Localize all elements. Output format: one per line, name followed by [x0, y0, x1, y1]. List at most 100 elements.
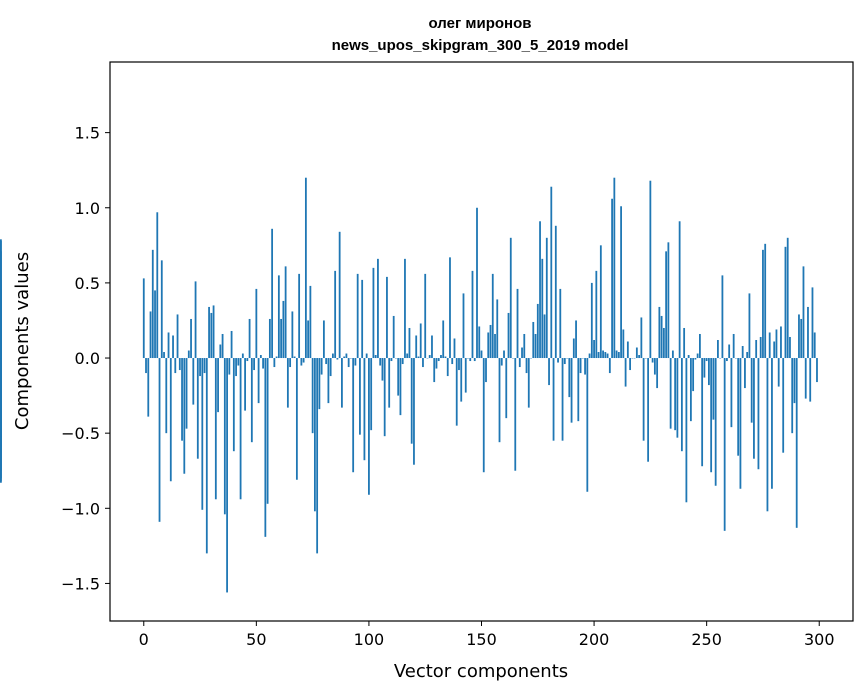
bar-116	[404, 258, 406, 359]
bar-248	[701, 358, 704, 467]
bar-139	[455, 358, 458, 426]
bar-294	[804, 358, 807, 399]
bar-33	[217, 358, 219, 413]
bar-24	[196, 358, 199, 459]
bar-146	[471, 270, 474, 359]
bar-289	[793, 358, 796, 404]
bar-247	[699, 333, 701, 359]
x-tick-label: 300	[804, 630, 835, 649]
bar-292	[800, 318, 803, 359]
bar-273	[757, 358, 760, 470]
bar-17	[181, 358, 183, 441]
bar-192	[575, 320, 577, 359]
bar-154	[489, 324, 492, 359]
bar-165	[514, 358, 517, 471]
bar-27	[203, 358, 206, 374]
bar-23	[194, 281, 197, 359]
bar-190	[570, 358, 573, 423]
bar-257	[721, 275, 724, 359]
bar-82	[327, 358, 330, 404]
bar-135	[446, 358, 449, 377]
plot-frame	[109, 61, 854, 622]
bar-251	[708, 358, 710, 386]
bar-73	[307, 320, 310, 359]
bar-76	[313, 358, 316, 512]
bar-184	[557, 358, 559, 363]
bar-298	[813, 332, 816, 359]
bar-96	[359, 358, 361, 435]
bar-3	[149, 311, 152, 359]
bar-75	[311, 358, 314, 434]
bar-106	[381, 358, 384, 381]
x-tick-label: 50	[246, 630, 266, 649]
bar-88	[341, 358, 343, 408]
bar-220	[638, 355, 641, 359]
bar-213	[622, 329, 625, 359]
bar-103	[374, 355, 377, 359]
bar-277	[766, 358, 769, 512]
bar-254	[714, 358, 717, 486]
bar-91	[347, 358, 350, 368]
bar-undefined	[0, 251, 2, 359]
bar-291	[798, 314, 800, 359]
y-axis-label: Components values	[12, 252, 33, 430]
bar-173	[532, 321, 535, 359]
bar-178	[543, 314, 546, 359]
bar-234	[669, 358, 672, 429]
bar-18	[183, 358, 186, 474]
bar-221	[640, 317, 643, 359]
bar-252	[710, 358, 713, 473]
bar-5	[154, 290, 156, 359]
bar-200	[593, 340, 595, 359]
bar-49	[253, 358, 255, 371]
bar-20	[187, 350, 190, 359]
bar-153	[487, 332, 490, 359]
bar-262	[732, 333, 735, 359]
bar-274	[759, 336, 762, 359]
bar-245	[694, 358, 697, 360]
bar-167	[518, 358, 521, 368]
bar-174	[534, 333, 537, 359]
bar-6	[156, 212, 159, 359]
bar-282	[777, 358, 780, 387]
bar-12	[169, 358, 172, 482]
bar-205	[604, 352, 607, 359]
bar-101	[370, 358, 373, 431]
bar-212	[620, 206, 622, 359]
bar-74	[309, 285, 312, 359]
x-tick-label: 250	[691, 630, 722, 649]
bar-44	[241, 353, 244, 359]
bar-25	[199, 358, 201, 377]
bar-246	[696, 353, 699, 359]
bar-171	[527, 358, 530, 408]
bar-141	[460, 358, 463, 402]
bar-56	[268, 318, 271, 359]
bar-28	[205, 358, 208, 554]
bar-147	[473, 358, 476, 362]
bar-227	[653, 358, 656, 375]
bar-86	[336, 358, 339, 360]
y-axis: −1.5 −1.0 −0.5 0.0 0.5 1.0 1.5	[61, 124, 110, 593]
bar-57	[271, 228, 274, 359]
bar-111	[392, 315, 395, 359]
bar-59	[275, 356, 278, 359]
bar-10	[165, 358, 168, 434]
bar-243	[689, 358, 692, 422]
bar-137	[451, 358, 454, 365]
bar-113	[397, 358, 400, 396]
bar-159	[500, 358, 503, 366]
bar-202	[597, 352, 600, 359]
bar-269	[748, 293, 751, 359]
bar-224	[647, 358, 650, 462]
bar-78	[318, 358, 321, 410]
bar-216	[629, 358, 631, 371]
bar-209	[613, 177, 616, 359]
x-tick-label: 100	[354, 630, 385, 649]
bar-26	[201, 358, 204, 510]
bar-35	[221, 333, 224, 359]
bar-236	[674, 358, 677, 431]
bar-179	[545, 237, 548, 359]
bar-117	[406, 353, 409, 359]
bar-undefined	[0, 358, 2, 423]
